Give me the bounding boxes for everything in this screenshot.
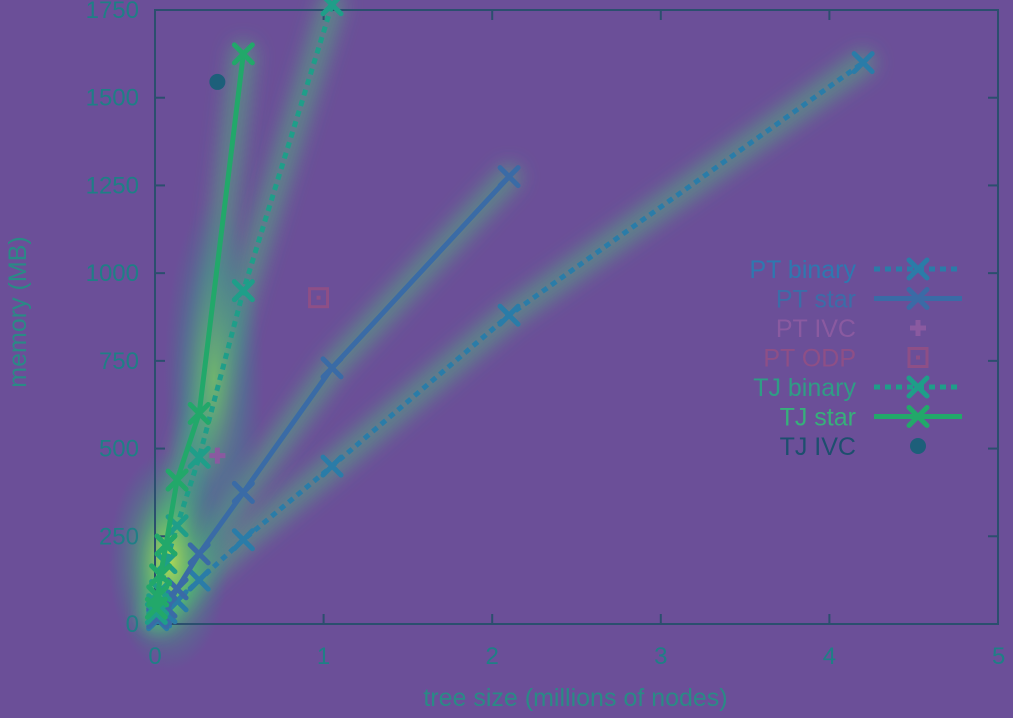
series-group xyxy=(144,0,875,632)
heat-hotspot-steep xyxy=(164,198,265,559)
legend-entry-pt-star: PT star xyxy=(776,286,962,314)
legend-label: TJ IVC xyxy=(780,433,856,461)
data-point-pt-star xyxy=(231,480,255,504)
legend-label: PT star xyxy=(776,286,856,314)
series-tj-ivc xyxy=(209,73,226,90)
legend-marker-swatch xyxy=(906,287,930,310)
legend-label: PT ODP xyxy=(763,345,856,373)
data-point-tj-star xyxy=(165,468,189,492)
y-tick-label: 0 xyxy=(126,611,139,638)
legend-marker-swatch xyxy=(910,320,926,336)
y-tick-label: 750 xyxy=(99,348,139,375)
y-tick-label: 1000 xyxy=(86,260,139,287)
legend-marker-swatch xyxy=(906,375,930,399)
data-point-tj-binary xyxy=(320,0,344,17)
data-point-pt-binary xyxy=(320,454,344,478)
legend-marker-swatch xyxy=(906,405,930,428)
data-point-tj-star xyxy=(187,401,211,425)
heat-glow-pt-binary xyxy=(144,49,877,633)
data-point-pt-binary xyxy=(851,51,875,75)
legend-label: TJ star xyxy=(780,404,856,432)
legend-marker-swatch xyxy=(907,347,929,368)
x-axis-title: tree size (millions of nodes) xyxy=(423,684,727,712)
legend-entry-tj-binary: TJ binary xyxy=(753,374,962,402)
legend-entry-tj-star: TJ star xyxy=(780,404,962,432)
legend-entry-pt-ivc: PT IVC xyxy=(776,315,926,343)
x-tick-label: 2 xyxy=(486,643,499,670)
data-point-pt-binary xyxy=(231,528,255,552)
series-tj-star xyxy=(144,42,255,620)
plot-frame xyxy=(154,9,999,625)
y-tick-label: 250 xyxy=(99,523,139,550)
legend-label: PT binary xyxy=(749,256,856,284)
data-point-tj-star xyxy=(231,42,255,66)
data-point-pt-binary xyxy=(187,568,211,592)
axes: 0 250 500 750 1000 1250 1500 1750 0 1 2 3 4 5 tree siz… xyxy=(4,0,1005,712)
series-pt-odp xyxy=(308,287,330,309)
y-axis-title: memory (MB) xyxy=(4,236,32,387)
legend-entry-tj-ivc: TJ IVC xyxy=(780,433,926,461)
data-point-pt-star xyxy=(320,356,344,380)
data-point-tj-binary xyxy=(231,279,255,303)
legend-marker-swatch xyxy=(906,257,930,281)
data-point-tj-star xyxy=(149,563,173,587)
data-point-tj-star xyxy=(154,533,178,557)
y-tick-label: 1500 xyxy=(86,85,139,112)
data-point-pt-star xyxy=(497,165,521,189)
legend-marker-swatch xyxy=(910,438,926,454)
legend-label: TJ binary xyxy=(753,374,856,402)
y-tick-label: 1250 xyxy=(86,172,139,199)
legend-entry-pt-odp: PT ODP xyxy=(763,345,929,373)
legend-entry-pt-binary: PT binary xyxy=(749,256,962,284)
x-tick-label: 0 xyxy=(148,643,161,670)
y-tick-label: 1750 xyxy=(86,0,139,24)
x-tick-label: 5 xyxy=(992,643,1005,670)
series-pt-ivc xyxy=(209,447,226,464)
data-point-tj-binary xyxy=(187,445,211,469)
data-point-pt-binary xyxy=(497,303,521,327)
x-tick-label: 4 xyxy=(823,643,836,670)
x-tick-label: 3 xyxy=(654,643,667,670)
data-point-pt-star xyxy=(187,542,211,566)
data-point-pt-odp xyxy=(308,287,330,309)
data-point-pt-ivc xyxy=(209,447,226,464)
data-point-tj-ivc xyxy=(209,73,226,90)
legend-label: PT IVC xyxy=(776,315,856,343)
y-tick-label: 500 xyxy=(99,436,139,463)
data-point-tj-star xyxy=(146,584,170,608)
x-tick-label: 1 xyxy=(317,643,330,670)
